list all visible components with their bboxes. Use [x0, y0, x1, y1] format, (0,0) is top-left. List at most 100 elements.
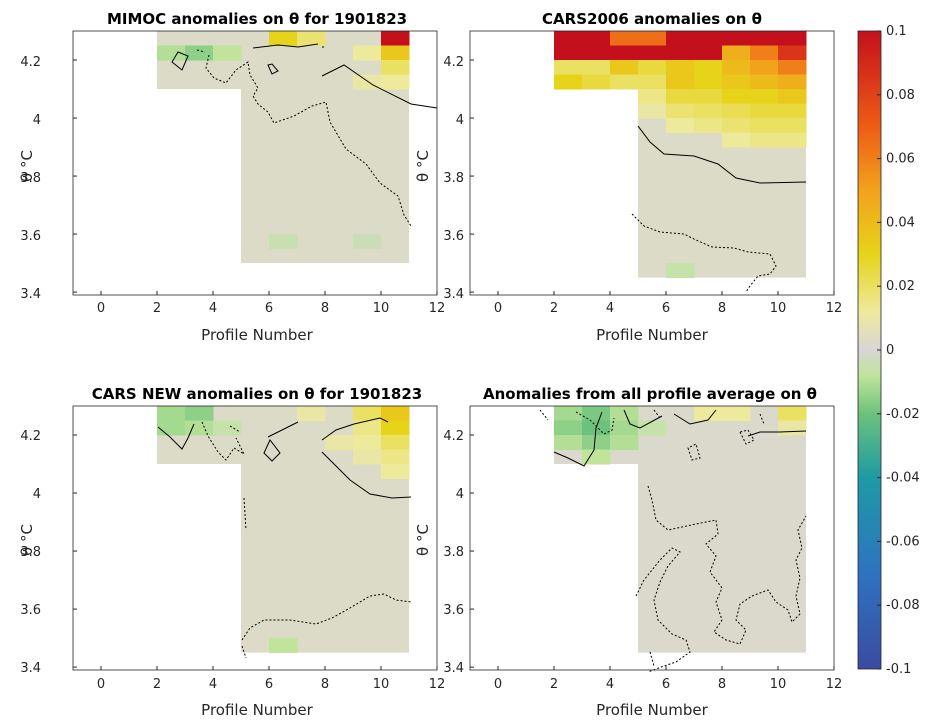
- heatmap-cell: [750, 103, 779, 119]
- heatmap-cell: [638, 89, 667, 105]
- x-axis-label: Profile Number: [201, 701, 313, 719]
- y-tick: 3.8: [443, 545, 464, 560]
- x-tick: 0: [97, 301, 105, 316]
- y-tick: 3.8: [20, 545, 41, 560]
- x-axis: 0 2 4 6 8 10 12 Profile Number: [97, 301, 445, 344]
- panel-profile-average: Anomalies from all profile average on θ …: [414, 385, 842, 719]
- x-tick: 12: [826, 677, 843, 692]
- y-axis-label: θ °C: [18, 524, 36, 556]
- x-tick: 4: [209, 677, 217, 692]
- heatmap-cell: [269, 638, 298, 654]
- colorbar-tick-label: 0.1: [886, 24, 907, 39]
- heatmap-cell: [778, 45, 807, 61]
- heatmap-cell: [554, 31, 583, 47]
- y-tick: 4.2: [20, 55, 41, 70]
- heatmap-cell: [297, 406, 326, 422]
- heatmap-cell: [666, 45, 695, 61]
- heatmap-cell: [666, 103, 695, 119]
- x-tick: 6: [662, 301, 670, 316]
- heatmap-cell: [750, 45, 779, 61]
- heatmap-cell: [185, 45, 214, 61]
- heatmap-cell: [666, 74, 695, 90]
- colorbar-tick-label: -0.04: [886, 471, 920, 486]
- heatmap-cell: [185, 406, 214, 422]
- x-tick: 10: [373, 677, 390, 692]
- heatmap-cell: [778, 420, 807, 436]
- heatmap-cell: [666, 263, 695, 279]
- contour-lines: [631, 125, 807, 293]
- heatmap-cell: [554, 435, 583, 451]
- panel-cars2006: CARS2006 anomalies on θ 0 2 4 6 8 10 12 …: [414, 10, 842, 344]
- heatmap-cell: [554, 45, 583, 61]
- x-tick: 12: [826, 301, 843, 316]
- x-tick: 2: [550, 301, 558, 316]
- heatmap-cell: [353, 449, 382, 465]
- heatmap-cell: [381, 406, 410, 422]
- heatmap-cell: [750, 31, 779, 47]
- heatmap-cell: [381, 74, 410, 90]
- y-tick: 3.4: [443, 661, 464, 676]
- heatmap-cell: [778, 60, 807, 76]
- heatmap-cell: [610, 420, 639, 436]
- x-tick: 10: [373, 301, 390, 316]
- heatmap-cell: [638, 103, 667, 119]
- heatmap-cell: [778, 406, 807, 422]
- heatmap-cell: [750, 118, 779, 134]
- heatmap-cell: [722, 89, 751, 105]
- axes-frame: [469, 405, 835, 671]
- heatmap-cell: [722, 60, 751, 76]
- y-tick: 4.2: [20, 429, 41, 444]
- heatmap-cell: [778, 74, 807, 90]
- colorbar-tick-label: 0.06: [886, 152, 915, 167]
- heatmap-cell: [722, 74, 751, 90]
- heatmap-cell: [610, 435, 639, 451]
- x-tick: 2: [153, 677, 161, 692]
- heatmap-cells: [73, 31, 437, 295]
- heatmap-cells: [73, 406, 437, 670]
- colorbar: 0.1 0.08 0.06 0.04 0.02 0 -0.02 -0.04 -0.06 -0.08…: [857, 24, 920, 677]
- x-tick: 10: [770, 301, 787, 316]
- heatmap-cell: [694, 31, 723, 47]
- x-tick: 8: [718, 677, 726, 692]
- x-tick: 2: [153, 301, 161, 316]
- heatmap-cell: [554, 420, 583, 436]
- x-axis: 0 2 4 6 8 10 12 Profile Number: [494, 301, 842, 344]
- x-tick: 12: [429, 677, 446, 692]
- heatmap-cell: [353, 435, 382, 451]
- data-coverage: [638, 406, 806, 653]
- heatmap-cell: [610, 45, 639, 61]
- heatmap-cell: [722, 103, 751, 119]
- heatmap-cell: [638, 420, 667, 436]
- y-tick: 4: [33, 113, 41, 128]
- heatmap-cell: [269, 234, 298, 250]
- y-axis-label: θ °C: [414, 150, 432, 182]
- x-axis: 0 2 4 6 8 10 12 Profile Number: [494, 677, 842, 719]
- heatmap-cell: [269, 31, 298, 47]
- heatmap-cell: [353, 406, 382, 422]
- heatmap-cell: [381, 420, 410, 436]
- colorbar-tick-label: 0.08: [886, 88, 915, 103]
- heatmap-cell: [213, 420, 242, 436]
- y-tick: 4: [456, 487, 464, 502]
- heatmap-cell: [353, 420, 382, 436]
- heatmap-cell: [778, 132, 807, 148]
- heatmap-cell: [750, 74, 779, 90]
- colorbar-tick-label: -0.02: [886, 407, 920, 422]
- heatmap-cells: [470, 31, 834, 295]
- y-axis-label: θ °C: [414, 524, 432, 556]
- y-tick: 4: [456, 113, 464, 128]
- heatmap-cell: [582, 31, 611, 47]
- colorbar-ticks: 0.1 0.08 0.06 0.04 0.02 0 -0.02 -0.04 -0.06 -0.08…: [877, 24, 920, 677]
- y-axis: 3.4 3.6 3.8 4 4.2 θ °C: [414, 429, 464, 676]
- y-axis-label: θ °C: [18, 150, 36, 182]
- x-tick: 4: [606, 677, 614, 692]
- axes-frame: [469, 30, 835, 296]
- heatmap-cell: [750, 60, 779, 76]
- heatmap-cell: [213, 45, 242, 61]
- heatmap-cells: [470, 406, 834, 670]
- y-tick: 4.2: [443, 55, 464, 70]
- heatmap-cell: [554, 74, 583, 90]
- heatmap-cell: [666, 31, 695, 47]
- y-tick: 3.4: [443, 287, 464, 302]
- colorbar-tick-label: 0: [886, 343, 894, 358]
